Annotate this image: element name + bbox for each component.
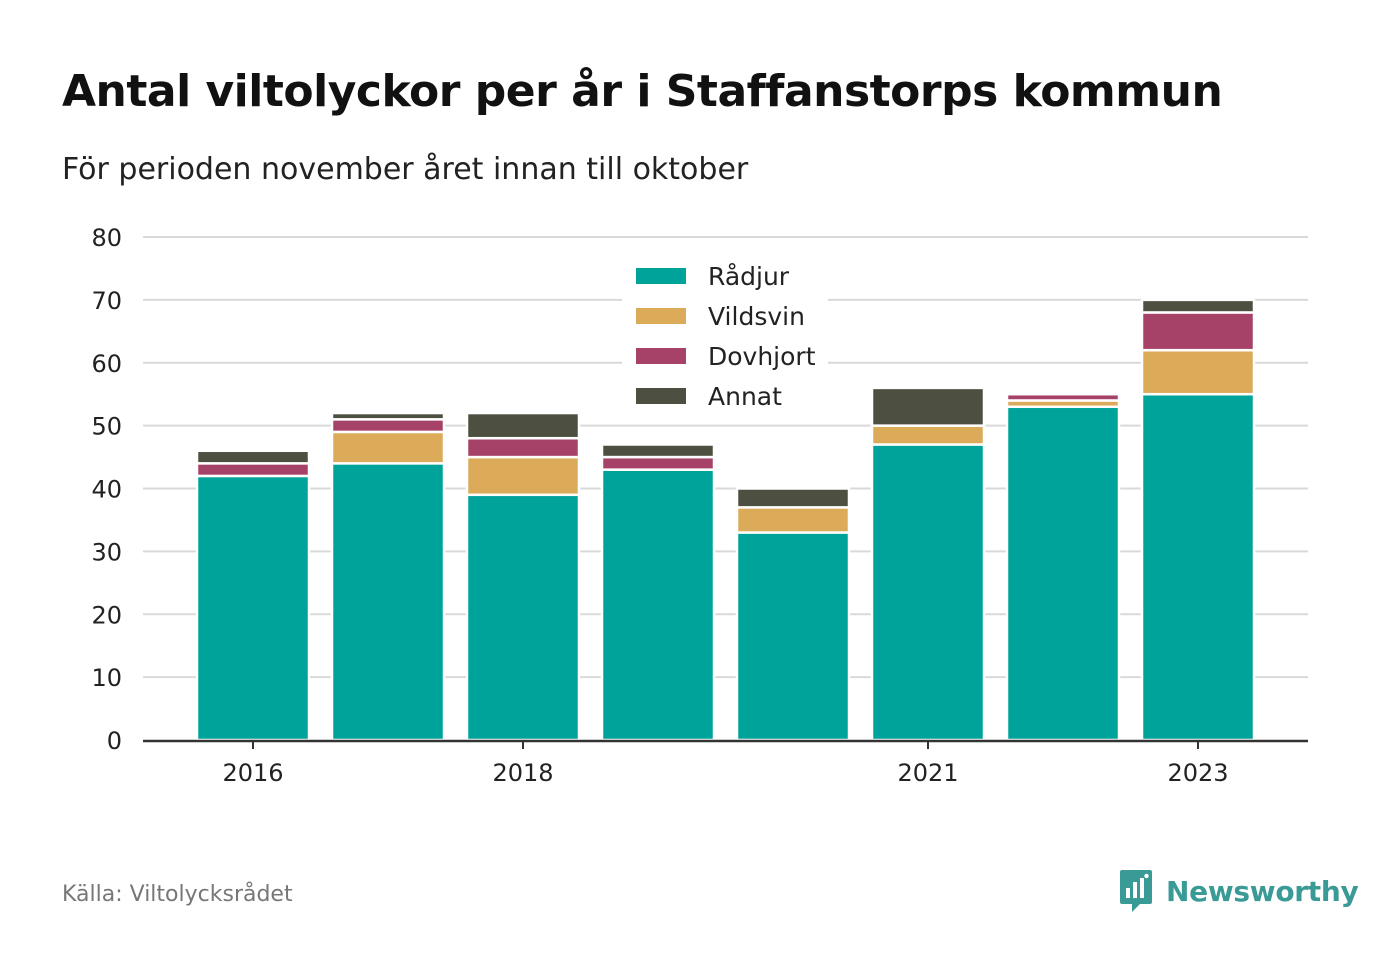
bar-annat-2023 (1140, 298, 1256, 314)
bar-rådjur-2019 (600, 468, 716, 742)
bar-rådjur-2022 (1005, 405, 1121, 742)
bar-vildsvin-2020 (735, 506, 851, 534)
legend-label-dovhjort: Dovhjort (708, 342, 816, 371)
bar-rådjur-2020 (735, 531, 851, 742)
legend-swatch-vildsvin (636, 308, 686, 324)
y-tick-label-10: 10 (91, 664, 122, 692)
bar-annat-2018 (465, 411, 581, 440)
bar-annat-2020 (735, 487, 851, 509)
bar-annat-2016 (195, 449, 311, 465)
bar-dovhjort-2018 (465, 436, 581, 459)
source-note: Källa: Viltolycksrådet (62, 882, 293, 907)
newsworthy-logo-icon (1120, 870, 1152, 912)
bar-dovhjort-2023 (1140, 311, 1256, 352)
legend-swatch-dovhjort (636, 348, 686, 364)
y-tick-label-20: 20 (91, 601, 122, 629)
x-tick-label-2016: 2016 (222, 759, 283, 787)
y-tick-label-80: 80 (91, 224, 122, 252)
bar-annat-2021 (870, 386, 986, 427)
legend-label-annat: Annat (708, 382, 782, 411)
chart-subtitle: För perioden november året innan till ok… (62, 152, 749, 187)
legend-label-rådjur: Rådjur (708, 262, 790, 291)
bar-dovhjort-2019 (600, 455, 716, 471)
bar-vildsvin-2023 (1140, 348, 1256, 396)
bar-vildsvin-2018 (465, 455, 581, 497)
brand-logo: Newsworthy (1118, 868, 1359, 914)
bar-rådjur-2017 (330, 462, 446, 742)
x-tick-label-2021: 2021 (897, 759, 958, 787)
legend-label-vildsvin: Vildsvin (708, 302, 805, 331)
bar-dovhjort-2016 (195, 462, 311, 478)
bar-rådjur-2021 (870, 443, 986, 742)
chart-title: Antal viltolyckor per år i Staffanstorps… (62, 66, 1223, 117)
y-tick-label-70: 70 (91, 287, 122, 315)
x-tick-label-2023: 2023 (1167, 759, 1228, 787)
brand-name: Newsworthy (1166, 874, 1359, 908)
legend-swatch-rådjur (636, 268, 686, 284)
bar-vildsvin-2021 (870, 424, 986, 446)
bar-rådjur-2023 (1140, 392, 1256, 742)
bar-rådjur-2018 (465, 493, 581, 742)
y-tick-label-30: 30 (91, 538, 122, 566)
bar-dovhjort-2017 (330, 418, 446, 434)
bar-vildsvin-2017 (330, 430, 446, 465)
y-tick-label-40: 40 (91, 476, 122, 504)
bar-annat-2019 (600, 443, 716, 459)
y-tick-label-50: 50 (91, 413, 122, 441)
x-tick-label-2018: 2018 (492, 759, 553, 787)
y-tick-label-60: 60 (91, 350, 122, 378)
bar-dovhjort-2022 (1005, 392, 1121, 402)
bar-annat-2017 (330, 411, 446, 421)
legend-swatch-annat (636, 388, 686, 404)
y-tick-label-0: 0 (107, 727, 122, 755)
bar-rådjur-2016 (195, 474, 311, 742)
